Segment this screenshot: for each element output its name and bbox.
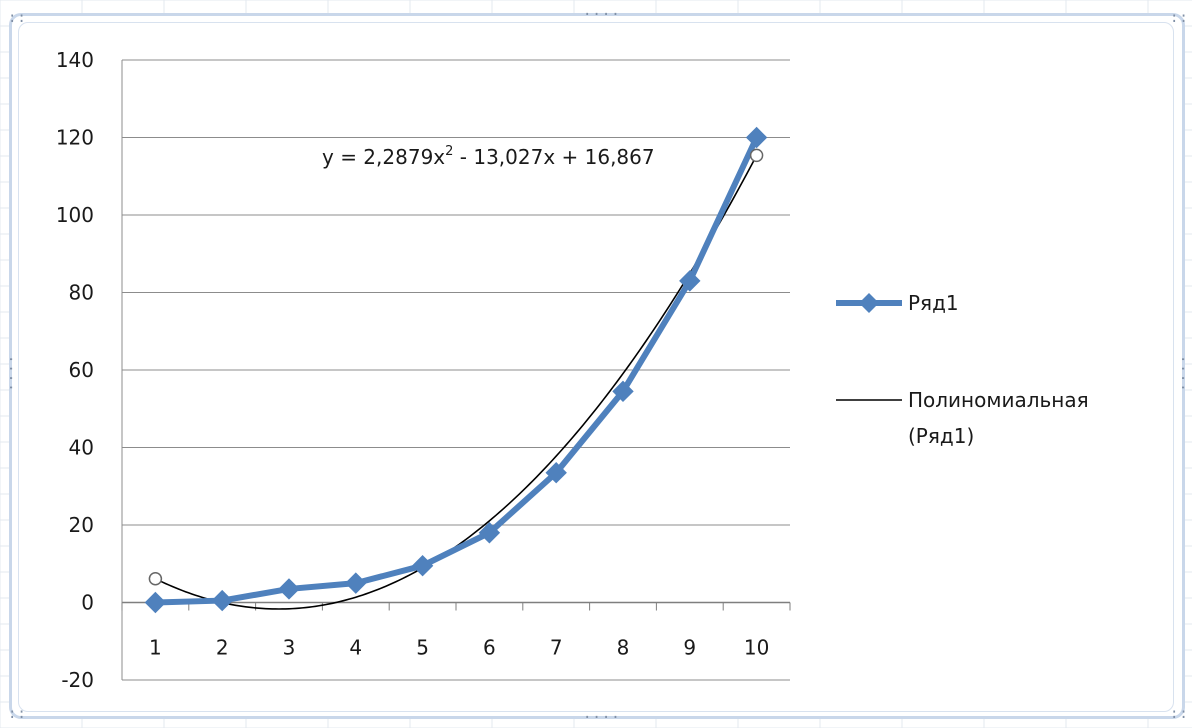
y-tick-label: 80 <box>69 281 94 305</box>
trendline-polynomial <box>155 155 758 610</box>
series-point-marker[interactable] <box>679 270 701 292</box>
bottom-right-corner-handle[interactable]: :: <box>1170 706 1189 722</box>
y-tick-label: 20 <box>69 513 94 537</box>
bottom-left-corner-handle[interactable]: :: <box>8 706 27 722</box>
legend-series-marker <box>859 293 879 313</box>
x-tick-label: 10 <box>744 636 769 660</box>
y-tick-label: 140 <box>56 48 94 72</box>
x-tick-label: 4 <box>349 636 362 660</box>
legend-label-trendline[interactable]: (Ряд1) <box>908 424 974 448</box>
x-tick-label: 8 <box>617 636 630 660</box>
top-right-corner-handle[interactable]: :: <box>1170 10 1189 26</box>
series-point-marker[interactable] <box>278 578 300 600</box>
top-resize-handle[interactable]: ···· <box>583 7 621 23</box>
series-point-marker[interactable] <box>478 522 501 544</box>
trendline-endpoint-marker <box>148 572 163 586</box>
y-tick-label: 120 <box>56 126 94 150</box>
series-point-marker[interactable] <box>345 572 367 594</box>
x-tick-label: 7 <box>550 636 563 660</box>
legend-label-trendline[interactable]: Полиномиальная <box>908 388 1089 412</box>
y-tick-label: 100 <box>56 203 94 227</box>
y-tick-label: 60 <box>69 358 94 382</box>
series-line-ryad1 <box>152 134 760 606</box>
x-tick-label: 1 <box>149 636 162 660</box>
x-tick-label: 9 <box>683 636 696 660</box>
y-tick-label: 40 <box>69 436 94 460</box>
series-point-marker[interactable] <box>745 126 768 149</box>
series-point-marker[interactable] <box>144 591 167 614</box>
x-tick-label: 2 <box>216 636 229 660</box>
legend-label-ryad1[interactable]: Ряд1 <box>908 291 959 315</box>
y-tick-label: 0 <box>81 591 94 615</box>
top-left-corner-handle[interactable]: :: <box>8 10 27 26</box>
series-point-marker[interactable] <box>211 589 233 612</box>
bottom-resize-handle[interactable]: ···· <box>583 710 621 726</box>
chart-area-inner-border <box>18 22 1174 712</box>
y-tick-label: -20 <box>61 668 94 692</box>
series-point-marker[interactable] <box>545 461 567 484</box>
x-tick-label: 6 <box>483 636 496 660</box>
trendline-equation-label[interactable]: y = 2,2879x2 - 13,027x + 16,867 <box>322 144 655 169</box>
trendline-endpoint-marker <box>749 148 764 163</box>
series-point-marker[interactable] <box>411 554 434 577</box>
x-tick-label: 3 <box>283 636 296 660</box>
series-point-marker[interactable] <box>612 380 634 403</box>
x-tick-label: 5 <box>416 636 429 660</box>
